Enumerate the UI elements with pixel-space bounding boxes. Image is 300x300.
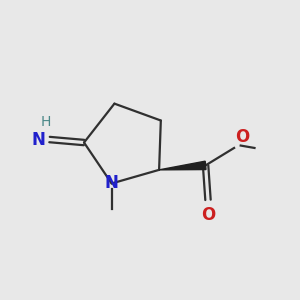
- Text: O: O: [235, 128, 249, 146]
- Text: N: N: [32, 130, 46, 148]
- Text: N: N: [105, 175, 118, 193]
- Text: O: O: [201, 206, 215, 224]
- Polygon shape: [159, 161, 206, 170]
- Text: H: H: [40, 115, 51, 129]
